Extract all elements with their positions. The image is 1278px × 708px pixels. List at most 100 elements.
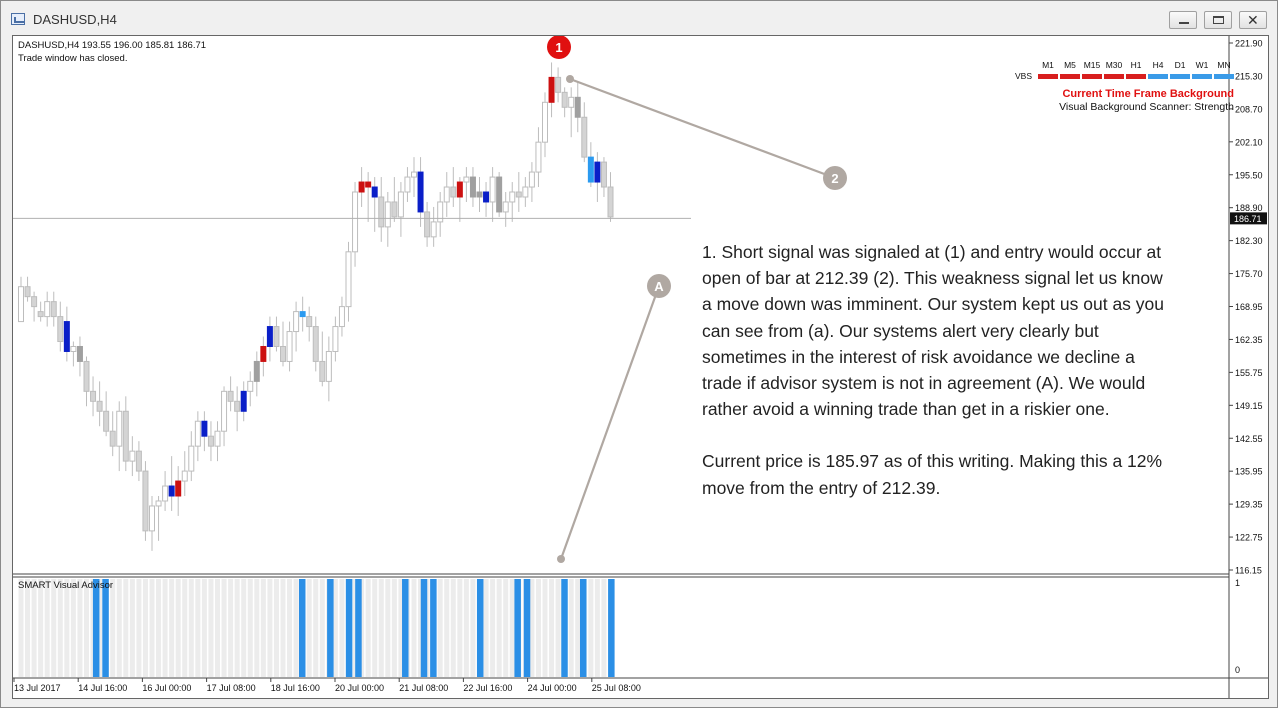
candle-body: [207, 435, 214, 447]
advisor-bar-bg: [77, 579, 83, 677]
title-bar[interactable]: DASHUSD,H4 ✕: [1, 1, 1277, 35]
price-chart[interactable]: 221.90 215.30 208.70 202.10 195.50 188.90 182.…: [13, 36, 1268, 698]
advisor-bar-bg: [588, 579, 594, 677]
vbs-bar-m5: [1060, 73, 1080, 79]
time-tick-label: 22 Jul 16:00: [463, 683, 512, 693]
candle-body: [122, 410, 129, 462]
time-tick-label: 25 Jul 08:00: [592, 683, 641, 693]
candle-body: [96, 400, 103, 412]
advisor-bar-active: [92, 579, 100, 677]
price-tick-label: 215.30: [1235, 71, 1263, 81]
advisor-bar-bg: [601, 579, 607, 677]
candle-body: [581, 116, 588, 158]
advisor-bar-active: [523, 579, 531, 677]
advisor-bar-bg: [339, 579, 345, 677]
candle-body: [175, 480, 182, 497]
advisor-bar-active: [102, 579, 109, 677]
candle-body: [365, 181, 372, 188]
candle-body: [37, 311, 44, 318]
candle-body: [483, 191, 490, 203]
minimize-button[interactable]: [1169, 11, 1197, 29]
candle-body: [332, 326, 339, 352]
vbs-label-h1: H1: [1130, 60, 1142, 70]
marker-1-label: 1: [555, 40, 562, 55]
candle-body: [411, 171, 417, 178]
advisor-bar-bg: [188, 579, 194, 677]
vbs-label-m5: M5: [1064, 60, 1076, 70]
vbs-bar-m1: [1038, 73, 1058, 79]
vbs-label-h4: H4: [1152, 60, 1164, 70]
candle-body: [31, 296, 38, 308]
vbs-row-label: VBS: [1014, 71, 1032, 81]
advisor-bar-active: [561, 579, 568, 677]
chart-window-icon: [11, 13, 25, 25]
candle-body: [63, 321, 70, 352]
trade-status-line: Trade window has closed.: [18, 53, 128, 64]
annotation-text: 1. Short signal was signaled at (1) and …: [702, 239, 1172, 527]
vbs-subtitle: Visual Background Scanner: Strength: [1059, 101, 1234, 113]
maximize-icon: [1213, 16, 1224, 24]
candle-body: [149, 505, 155, 532]
advisor-bar-bg: [463, 579, 469, 677]
advisor-bar-active: [298, 579, 306, 677]
advisor-bar-bg: [38, 579, 44, 677]
candle-body: [90, 390, 97, 402]
advisor-bar-bg: [25, 579, 31, 677]
vbs-bar-mn: [1214, 73, 1234, 79]
arrow-line-a: [559, 285, 661, 560]
candle-body: [325, 350, 332, 382]
advisor-bar-bg: [221, 579, 227, 677]
advisor-bar-active: [355, 579, 362, 677]
advisor-bar-bg: [575, 579, 581, 677]
current-price-tag: [1230, 212, 1267, 225]
marker-2-label: 2: [831, 171, 838, 186]
candle-body: [548, 76, 555, 103]
advisor-bar-bg: [385, 579, 391, 677]
maximize-button[interactable]: [1204, 11, 1232, 29]
candle-body: [221, 390, 228, 432]
vbs-label-m1: M1: [1042, 60, 1054, 70]
advisor-bar-bg: [175, 579, 181, 677]
candle-body: [116, 410, 123, 447]
chart-panel[interactable]: 221.90 215.30 208.70 202.10 195.50 188.90 182.…: [12, 35, 1269, 699]
advisor-bar-bg: [542, 579, 548, 677]
advisor-bar-bg: [503, 579, 509, 677]
marker-2-circle: [823, 166, 847, 190]
vbs-bar-h4: [1148, 73, 1168, 79]
advisor-bar-bg: [195, 579, 201, 677]
advisor-bar-bg: [372, 579, 378, 677]
vbs-label-d1: D1: [1174, 60, 1186, 70]
vbs-bar-w1: [1192, 73, 1212, 79]
candle-body: [345, 251, 352, 308]
vbs-title: Current Time Frame Background: [1062, 88, 1234, 100]
advisor-bar-bg: [247, 579, 253, 677]
advisor-bar-bg: [450, 579, 456, 677]
price-tick-label: 168.95: [1235, 302, 1263, 312]
candle-body: [83, 360, 90, 392]
candle-body: [260, 345, 267, 362]
time-tick-label: 14 Jul 16:00: [78, 683, 127, 693]
subwindow-scale-max: 1: [1235, 578, 1240, 588]
candle-body: [352, 191, 359, 253]
candle-body: [312, 326, 319, 362]
advisor-bar-bg: [535, 579, 541, 677]
candle-body: [201, 420, 208, 437]
candle-body: [496, 176, 503, 213]
candle-body: [338, 306, 345, 328]
close-button[interactable]: ✕: [1239, 11, 1267, 29]
candle-body: [384, 201, 391, 228]
advisor-bar-bg: [44, 579, 50, 677]
price-tick-label: 116.15: [1235, 566, 1262, 576]
vbs-label-w1: W1: [1195, 60, 1209, 70]
advisor-bar-bg: [490, 579, 496, 677]
candle-body: [600, 161, 607, 188]
advisor-bar-bg: [64, 579, 70, 677]
advisor-bar-bg: [228, 579, 234, 677]
vbs-label-m15: M15: [1083, 60, 1101, 70]
advisor-bar-bg: [254, 579, 260, 677]
advisor-bar-bg: [352, 579, 358, 677]
candle-body: [568, 96, 575, 108]
candle-body: [489, 176, 496, 203]
marker-a-circle: [647, 274, 671, 298]
advisor-bar-bg: [84, 579, 89, 677]
